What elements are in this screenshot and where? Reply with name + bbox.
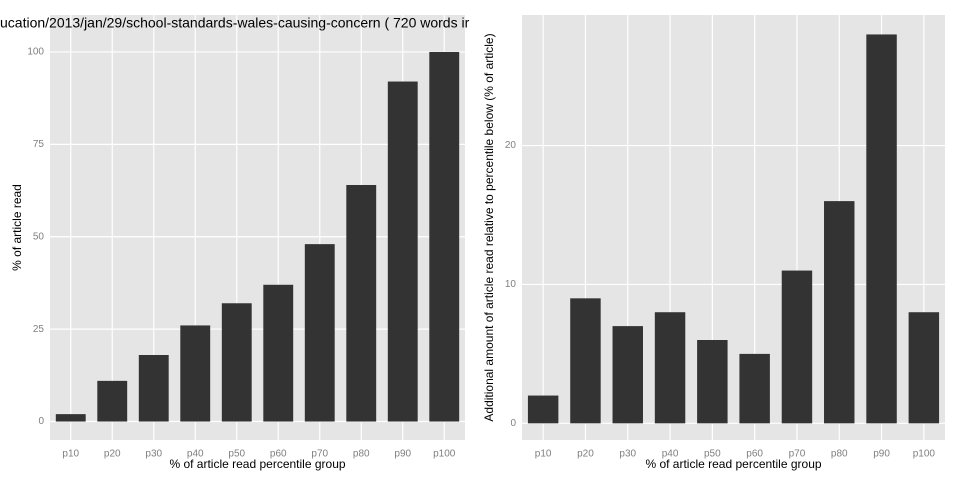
bar (697, 340, 728, 424)
x-tick-label: p30 (145, 449, 162, 460)
bar (654, 312, 686, 424)
bar (429, 51, 460, 422)
y-axis-label: % of article read (10, 184, 24, 271)
y-tick-label: 0 (38, 416, 44, 427)
bar (304, 244, 335, 422)
bar (739, 353, 770, 424)
y-axis-label: Additional amount of article read relati… (482, 33, 496, 421)
chart-title: ucation/2013/jan/29/school-standards-wal… (0, 15, 470, 31)
x-tick-label: p90 (394, 449, 411, 460)
y-tick-label: 50 (33, 231, 45, 242)
x-tick-label: p50 (228, 449, 245, 460)
panel: 0 10 20 p10 p20 p30 p40 p50 p60 p70 p80 p90 p100 % of… (482, 15, 945, 471)
bar (263, 284, 294, 422)
bar (387, 81, 418, 422)
x-axis-label: % of article read percentile group (169, 457, 345, 471)
x-tick-label: p40 (187, 449, 204, 460)
x-tick-label: p80 (831, 449, 848, 460)
bar (570, 298, 601, 424)
y-tick-label: 20 (505, 140, 517, 151)
y-tick-label: 100 (27, 47, 44, 58)
bar (346, 185, 377, 422)
bar (97, 380, 128, 422)
bar (221, 303, 252, 422)
x-tick-label: p70 (311, 449, 328, 460)
y-tick-label: 10 (505, 279, 517, 290)
x-tick-label: p30 (619, 449, 636, 460)
x-tick-label: p20 (104, 449, 121, 460)
bar (180, 325, 211, 422)
bar (612, 326, 643, 424)
bar (781, 270, 813, 424)
y-tick-label: 75 (33, 139, 45, 150)
x-tick-label: p80 (353, 449, 370, 460)
x-tick-label: p60 (270, 449, 287, 460)
bar (527, 395, 559, 424)
bar (138, 355, 169, 422)
bar (866, 34, 897, 424)
bar (824, 201, 855, 424)
bar (908, 312, 940, 424)
x-tick-label: p50 (704, 449, 721, 460)
x-tick-label: p60 (746, 449, 763, 460)
x-tick-label: p100 (433, 449, 456, 460)
x-tick-label: p70 (789, 449, 806, 460)
x-tick-label: p100 (913, 449, 936, 460)
x-tick-label: p90 (873, 449, 890, 460)
x-axis-label: % of article read percentile group (645, 457, 821, 471)
panel: 0 25 50 75 100 p10 p20 p30 p40 p50 p60 p70 p80 p90 p10… (0, 15, 470, 471)
x-tick-label: p20 (577, 449, 594, 460)
x-tick-label: p10 (62, 449, 79, 460)
y-tick-label: 25 (33, 324, 45, 335)
y-tick-label: 0 (510, 418, 516, 429)
bar (55, 414, 86, 422)
x-tick-label: p10 (535, 449, 552, 460)
x-tick-label: p40 (662, 449, 679, 460)
